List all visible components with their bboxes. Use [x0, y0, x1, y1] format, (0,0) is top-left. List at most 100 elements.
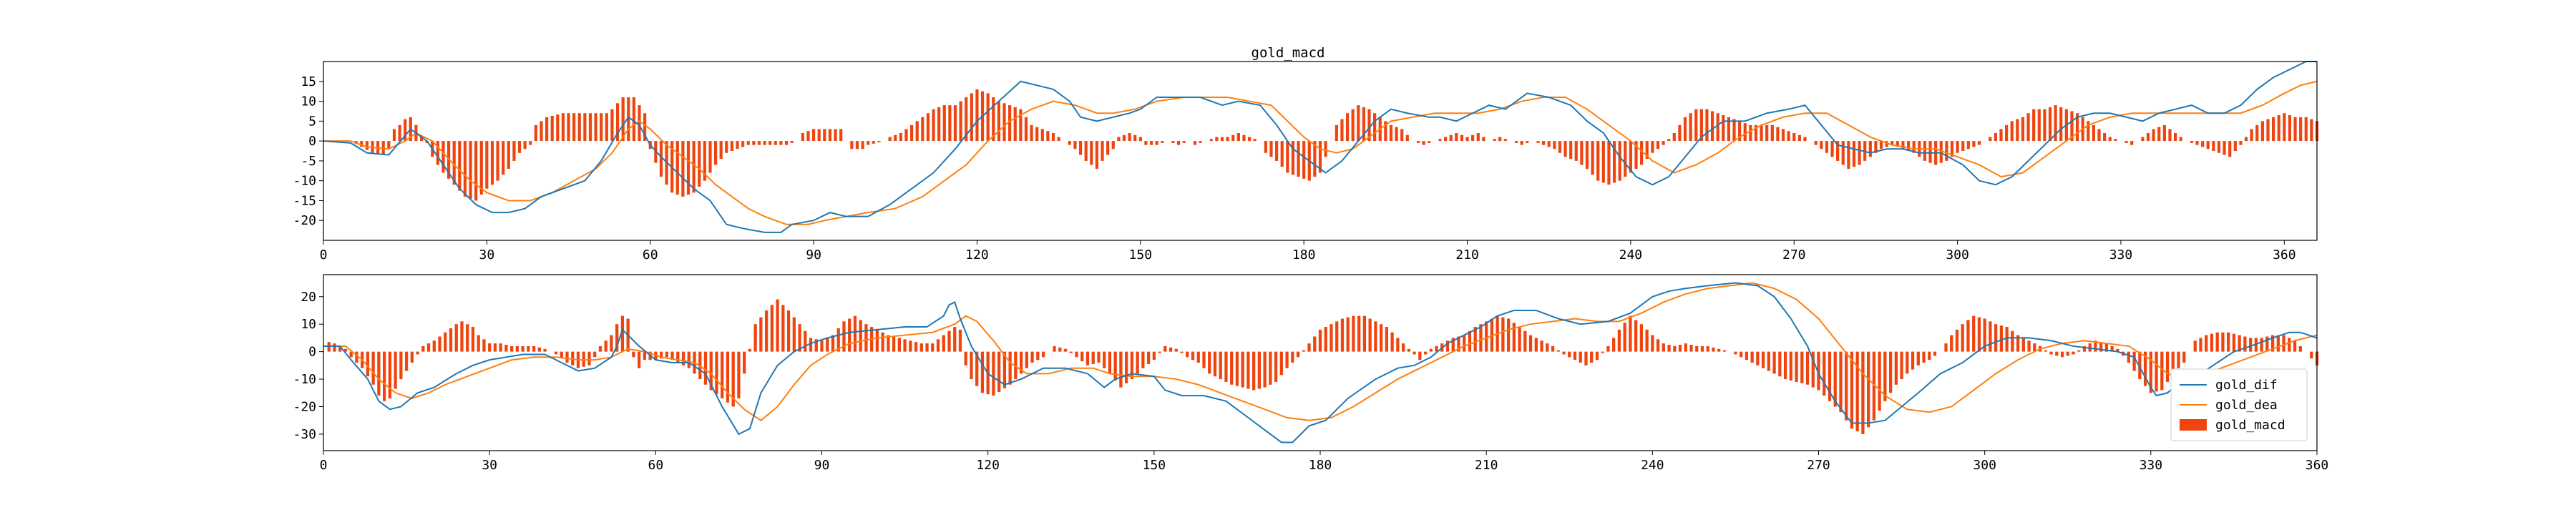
macd-bar — [1536, 141, 1540, 143]
macd-bar — [731, 351, 735, 407]
macd-bar — [1745, 351, 1749, 360]
macd-bar — [1501, 317, 1505, 352]
macd-bar — [1612, 338, 1616, 352]
macd-bar — [1803, 137, 1807, 142]
macd-bar — [965, 97, 968, 142]
dif-line — [323, 61, 2317, 233]
macd-bar — [416, 351, 419, 355]
macd-bar — [2177, 351, 2180, 368]
macd-bar — [1302, 141, 1306, 179]
macd-bar — [1770, 124, 1774, 142]
macd-bar — [2190, 141, 2194, 143]
macd-bar — [1999, 325, 2004, 352]
macd-bar — [598, 345, 602, 352]
macd-bar — [1449, 134, 1453, 142]
macd-bar — [1916, 351, 1920, 366]
macd-bar — [593, 351, 597, 358]
macd-bar — [1374, 321, 1377, 352]
macd-bar — [1689, 113, 1692, 142]
macd-bar — [1171, 141, 1175, 143]
macd-bar — [1144, 141, 1148, 145]
macd-bar — [1330, 324, 1333, 352]
macd-bar — [814, 339, 818, 352]
macd-bar — [725, 141, 728, 153]
x-tick-label: 30 — [482, 458, 497, 473]
macd-bar — [1091, 351, 1095, 364]
macd-bar — [1972, 315, 1976, 352]
macd-bar — [1717, 348, 1721, 352]
macd-bar — [550, 115, 554, 142]
macd-bar — [1435, 345, 1438, 352]
macd-bar — [2193, 340, 2197, 352]
macd-bar — [2094, 340, 2097, 352]
y-tick-label: 20 — [301, 290, 316, 305]
x-tick-label: 210 — [1455, 247, 1479, 263]
macd-bar — [1302, 350, 1305, 352]
macd-bar — [2072, 351, 2075, 355]
macd-bar — [1264, 141, 1267, 153]
macd-bar — [604, 340, 608, 352]
macd-bar — [2092, 124, 2095, 142]
macd-bar — [1186, 351, 1189, 358]
macd-bar — [1443, 137, 1448, 142]
macd-bar — [2210, 333, 2214, 352]
macd-bar — [1814, 141, 1818, 145]
macd-bar — [872, 141, 875, 144]
macd-bar — [517, 141, 522, 153]
macd-bar — [1999, 129, 2003, 142]
macd-bar — [1797, 134, 1801, 142]
macd-bar — [2011, 330, 2014, 352]
macd-bar — [931, 343, 935, 352]
macd-bar — [1362, 107, 1365, 142]
macd-bar — [572, 113, 576, 142]
macd-bar — [1313, 336, 1317, 352]
macd-bar — [1716, 113, 1719, 142]
macd-bar — [1389, 124, 1393, 142]
macd-bar — [703, 141, 706, 181]
macd-bar — [2299, 117, 2303, 142]
macd-bar — [1546, 343, 1549, 352]
macd-bar — [2054, 105, 2057, 142]
macd-bar — [855, 141, 859, 149]
macd-bar — [338, 345, 342, 352]
macd-bar — [958, 329, 962, 352]
macd-bar — [485, 141, 489, 189]
macd-bar — [1384, 121, 1387, 142]
macd-bar — [2179, 137, 2182, 142]
macd-bar — [637, 351, 641, 368]
macd-bar — [2044, 350, 2047, 352]
macd-bar — [392, 129, 396, 142]
macd-bar — [543, 348, 547, 352]
macd-bar — [1014, 351, 1018, 380]
macd-bar — [914, 342, 918, 352]
macd-bar — [1182, 141, 1186, 143]
macd-bar — [820, 340, 824, 352]
macd-bar — [1841, 141, 1845, 165]
macd-bar — [1907, 141, 1911, 151]
macd-bar — [1879, 141, 1883, 149]
macd-bar — [1095, 141, 1098, 169]
macd-bar — [1174, 348, 1178, 352]
macd-bar — [1226, 137, 1229, 142]
macd-bar — [2143, 351, 2147, 386]
macd-bar — [1058, 347, 1062, 352]
macd-bar — [1885, 141, 1888, 147]
macd-bar — [1471, 134, 1475, 142]
macd-bar — [1263, 351, 1267, 388]
macd-bar — [2199, 338, 2202, 352]
macd-bar — [1601, 351, 1604, 353]
macd-bar — [1057, 137, 1060, 142]
macd-bar — [2212, 141, 2215, 151]
macd-bar — [1852, 141, 1856, 167]
macd-bar — [1518, 327, 1521, 352]
macd-bar — [638, 105, 641, 142]
x-tick-label: 240 — [1641, 458, 1664, 473]
macd-bar — [1684, 343, 1687, 352]
macd-bar — [432, 340, 436, 352]
macd-bar — [2255, 124, 2259, 142]
macd-bar — [365, 141, 369, 150]
macd-bar — [2310, 351, 2313, 359]
x-tick-label: 300 — [1973, 458, 1996, 473]
macd-bar — [1512, 323, 1516, 352]
macd-bar — [1345, 113, 1350, 142]
